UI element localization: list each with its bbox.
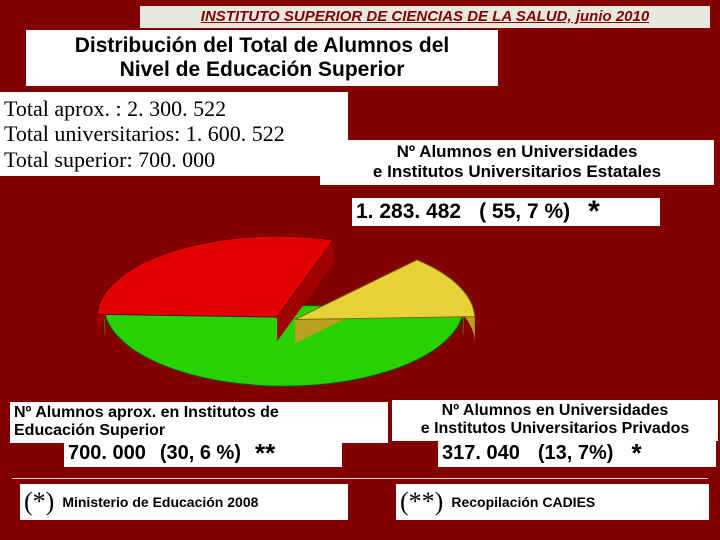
totals-box: Total aprox. : 2. 300. 522 Total univers…	[0, 92, 348, 176]
value-estatal: 1. 283. 482 ( 55, 7 %) *	[352, 198, 660, 226]
page-title: Distribución del Total de Alumnos del Ni…	[26, 30, 498, 86]
label-privado-l1: Nº Alumnos en Universidades	[442, 402, 669, 419]
label-isup-l1: Nº Alumnos aprox. en Institutos de	[14, 404, 279, 421]
total-superior: Total superior: 700. 000	[4, 147, 344, 172]
star-privado: *	[631, 446, 641, 462]
value-estatal-pct: ( 55, 7 %)	[479, 200, 570, 224]
value-isup-pct: (30, 6 %)	[160, 442, 241, 465]
footnote-left-mark: (*)	[24, 487, 54, 517]
value-isup: 700. 000 (30, 6 %) **	[64, 440, 342, 467]
star-isup: **	[255, 446, 275, 462]
title-line-1: Distribución del Total de Alumnos del	[75, 34, 450, 57]
label-isup: Nº Alumnos aprox. en Institutos de Educa…	[10, 402, 388, 443]
label-estatal-l1: Nº Alumnos en Universidades	[397, 142, 638, 161]
label-privado: Nº Alumnos en Universidades e Institutos…	[392, 400, 718, 441]
total-aprox: Total aprox. : 2. 300. 522	[4, 96, 344, 121]
footnote-divider	[12, 478, 708, 479]
title-line-2: Nivel de Educación Superior	[120, 58, 405, 81]
footnote-right-text: Recopilación CADIES	[451, 494, 595, 510]
label-estatal-l2: e Institutos Universitarios Estatales	[373, 162, 661, 181]
footnote-left: (*) Ministerio de Educación 2008	[20, 484, 348, 520]
total-universitarios: Total universitarios: 1. 600. 522	[4, 121, 344, 146]
label-privado-l2: e Institutos Universitarios Privados	[421, 420, 690, 437]
value-privado-pct: (13, 7%)	[538, 442, 614, 465]
header-bar: INSTITUTO SUPERIOR DE CIENCIAS DE LA SAL…	[140, 6, 710, 28]
pie-chart	[74, 234, 494, 414]
footnote-right-mark: (**)	[400, 487, 443, 517]
value-estatal-num: 1. 283. 482	[356, 200, 461, 224]
star-estatal: *	[588, 203, 600, 221]
value-privado: 317. 040 (13, 7%) *	[438, 440, 716, 467]
footnote-right: (**) Recopilación CADIES	[396, 484, 709, 520]
value-isup-num: 700. 000	[68, 442, 146, 465]
label-estatal: Nº Alumnos en Universidades e Institutos…	[320, 140, 714, 185]
value-privado-num: 317. 040	[442, 442, 520, 465]
footnote-left-text: Ministerio de Educación 2008	[62, 494, 258, 510]
label-isup-l2: Educación Superior	[14, 422, 165, 439]
